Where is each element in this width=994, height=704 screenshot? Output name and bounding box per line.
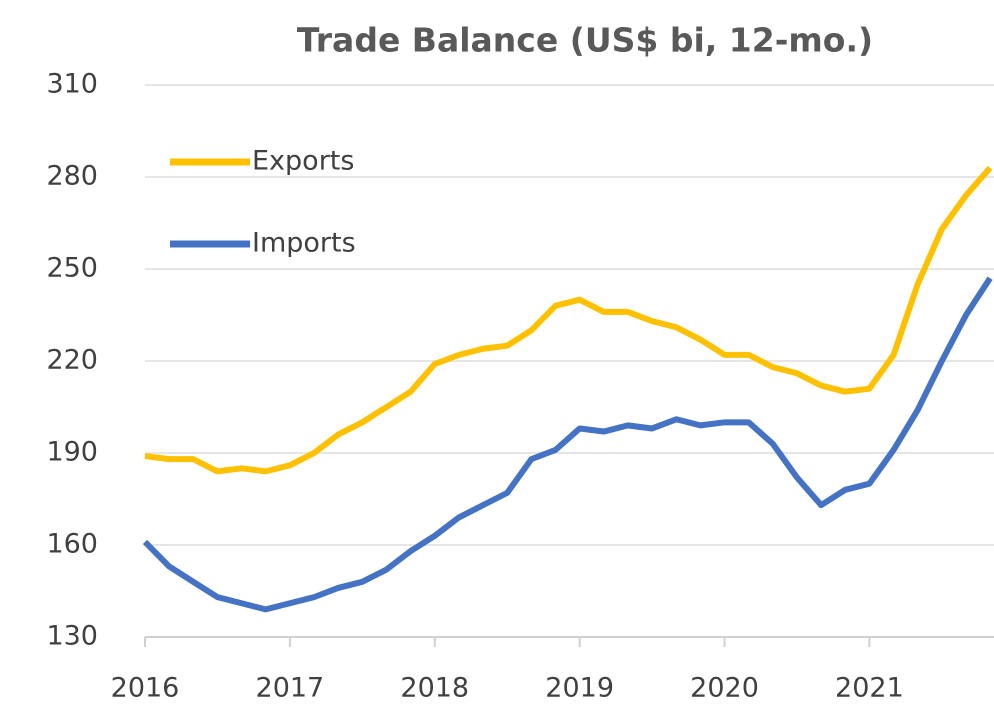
y-tick-label: 130 xyxy=(46,621,98,652)
series-line xyxy=(142,276,993,613)
series-line xyxy=(144,165,993,475)
y-tick-label: 310 xyxy=(46,69,98,100)
y-tick-label: 160 xyxy=(46,529,98,560)
y-tick-label: 220 xyxy=(46,345,98,376)
x-tick-label: 2018 xyxy=(400,673,469,704)
y-tick-label: 280 xyxy=(46,161,98,192)
x-tick-label: 2019 xyxy=(545,673,614,704)
chart-title: Trade Balance (US$ bi, 12-mo.) xyxy=(297,21,873,60)
legend-label: Exports xyxy=(252,146,354,177)
x-tick-label: 2020 xyxy=(690,673,759,704)
legend-label: Imports xyxy=(252,228,356,259)
y-tick-label: 190 xyxy=(46,437,98,468)
y-tick-label: 250 xyxy=(46,253,98,284)
x-tick-label: 2017 xyxy=(256,673,325,704)
x-tick-label: 2016 xyxy=(111,673,180,704)
x-tick-label: 2021 xyxy=(835,673,904,704)
